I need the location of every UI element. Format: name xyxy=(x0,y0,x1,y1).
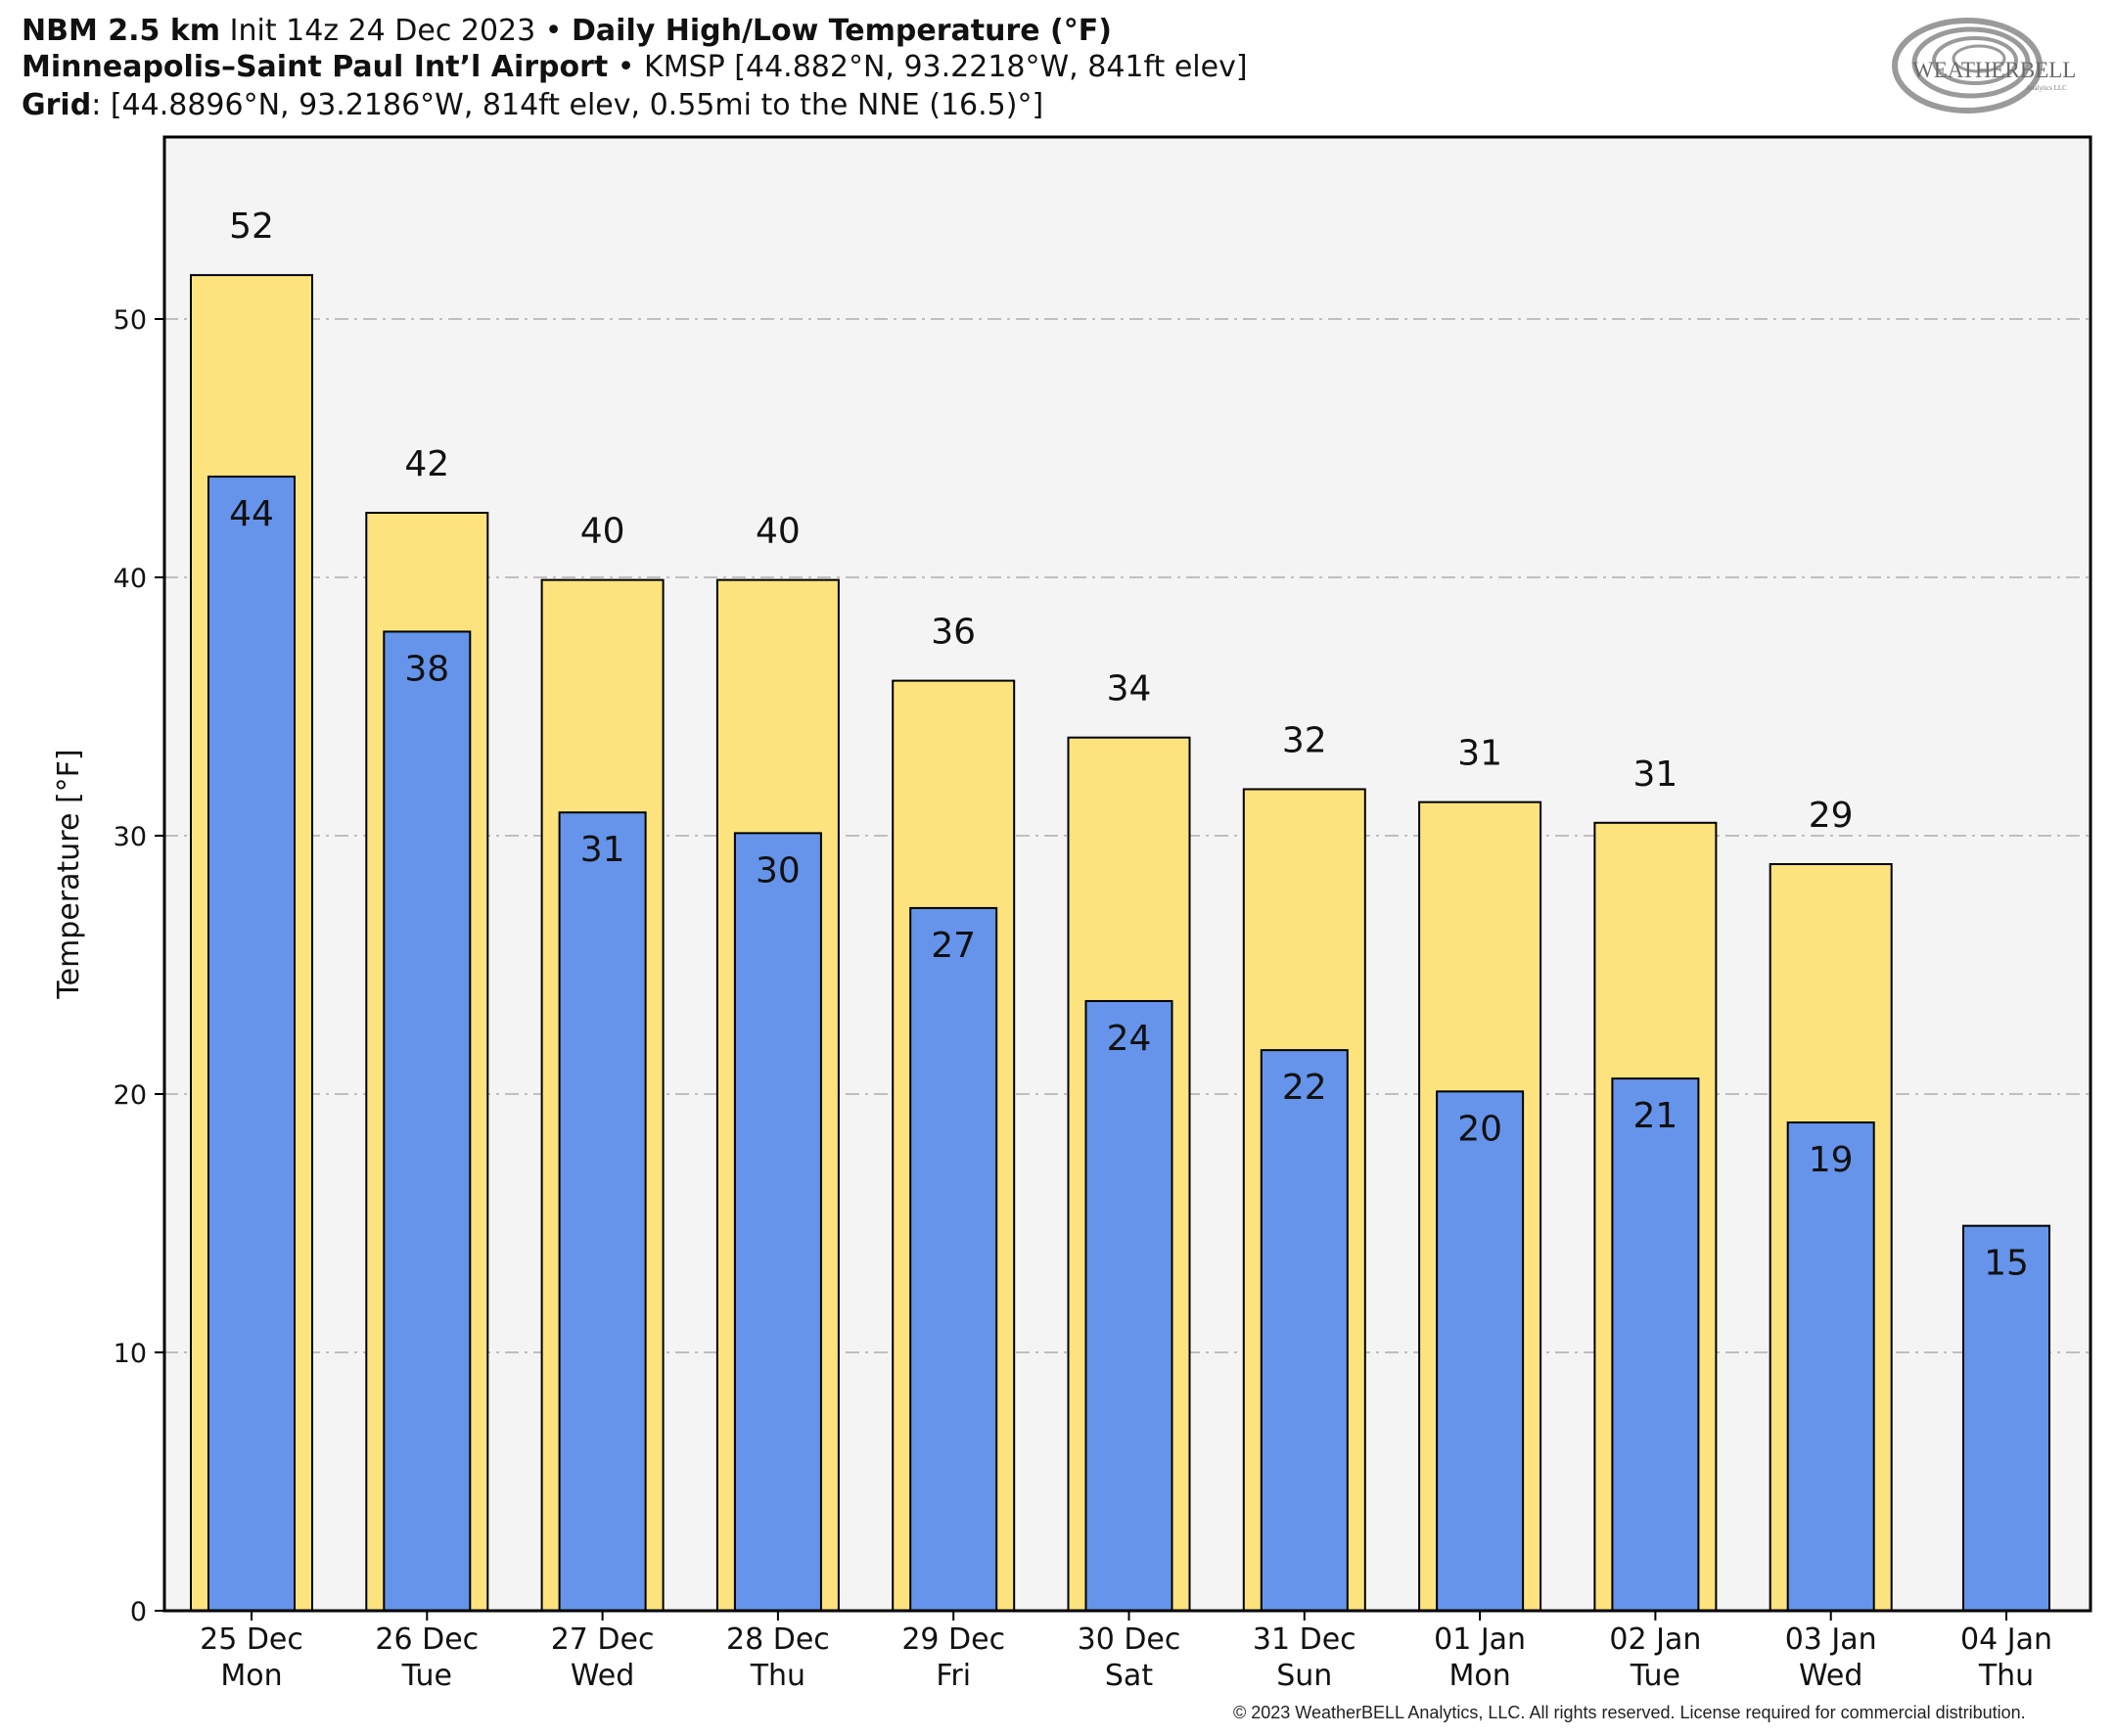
low-bar xyxy=(733,832,822,1612)
x-tick-weekday: Thu xyxy=(750,1659,805,1693)
high-value-label: 40 xyxy=(756,512,801,552)
low-bar xyxy=(1611,1077,1700,1613)
low-value-label: 22 xyxy=(1282,1068,1327,1108)
y-tick-label: 40 xyxy=(114,564,147,594)
x-tick-weekday: Tue xyxy=(1630,1659,1680,1693)
low-bar xyxy=(1786,1121,1875,1613)
x-tick-weekday: Wed xyxy=(1799,1659,1862,1693)
x-tick-date: 30 Dec xyxy=(1078,1622,1181,1657)
y-tick-label: 10 xyxy=(114,1339,147,1369)
bullet: • xyxy=(544,14,563,48)
x-tick-date: 31 Dec xyxy=(1253,1622,1356,1657)
x-tick-date: 29 Dec xyxy=(901,1622,1005,1657)
low-bar xyxy=(909,906,998,1612)
chart-title-line-3: Grid: [44.8896°N, 93.2186°W, 814ft elev,… xyxy=(22,88,1043,123)
low-value-label: 30 xyxy=(756,850,801,891)
x-tick-date: 28 Dec xyxy=(726,1622,830,1657)
low-value-label: 21 xyxy=(1632,1096,1677,1136)
x-tick-date: 02 Jan xyxy=(1609,1622,1701,1657)
high-value-label: 29 xyxy=(1809,796,1854,836)
bullet: • xyxy=(617,50,635,84)
low-bar xyxy=(1260,1049,1349,1612)
x-tick-weekday: Thu xyxy=(1978,1659,2034,1693)
y-axis-ticks: 0 10 20 30 40 50 xyxy=(114,305,164,1627)
low-bar xyxy=(207,476,296,1612)
chart-title-line-2: Minneapolis–Saint Paul Int’l Airport • K… xyxy=(22,50,1248,85)
high-value-label: 52 xyxy=(229,206,274,247)
x-tick-date: 25 Dec xyxy=(200,1622,303,1657)
high-value-label: 32 xyxy=(1282,720,1327,760)
high-value-label: 36 xyxy=(931,613,976,653)
grid-info: : [44.8896°N, 93.2186°W, 814ft elev, 0.5… xyxy=(91,88,1044,122)
logo-text: WEATHERBELL xyxy=(1912,58,2076,82)
grid-label: Grid xyxy=(22,88,92,122)
weatherbell-logo: WEATHERBELL Analytics LLC xyxy=(1892,18,2076,114)
model-name: NBM 2.5 km xyxy=(22,14,221,48)
high-value-label: 31 xyxy=(1632,754,1677,795)
low-value-label: 31 xyxy=(580,830,625,870)
x-tick-weekday: Fri xyxy=(936,1659,971,1693)
y-tick-label: 20 xyxy=(114,1080,147,1111)
x-tick-date: 03 Jan xyxy=(1785,1622,1877,1657)
station-info: KMSP [44.882°N, 93.2218°W, 841ft elev] xyxy=(644,50,1248,84)
x-tick-date: 04 Jan xyxy=(1960,1622,2052,1657)
low-value-label: 15 xyxy=(1984,1244,2029,1284)
plot-frame xyxy=(162,135,2092,1613)
copyright-notice: © 2023 WeatherBELL Analytics, LLC. All r… xyxy=(1233,1703,2026,1722)
y-tick-label: 50 xyxy=(114,305,147,336)
x-tick-weekday: Tue xyxy=(401,1659,452,1693)
high-value-label: 34 xyxy=(1107,669,1152,709)
y-axis-label: Temperature [°F] xyxy=(52,749,86,999)
bars xyxy=(190,274,2050,1613)
chart-title-line-1: NBM 2.5 km Init 14z 24 Dec 2023 • Daily … xyxy=(22,14,1112,49)
x-tick-date: 27 Dec xyxy=(551,1622,655,1657)
x-tick-weekday: Wed xyxy=(571,1659,634,1693)
init-time: Init 14z 24 Dec 2023 xyxy=(229,14,536,48)
logo-subtext: Analytics LLC xyxy=(2026,84,2067,92)
high-value-label: 42 xyxy=(404,444,449,484)
high-value-label: 31 xyxy=(1457,734,1502,774)
low-value-label: 38 xyxy=(404,649,449,689)
low-bar xyxy=(1084,999,1173,1612)
low-value-label: 24 xyxy=(1107,1019,1152,1059)
x-tick-weekday: Mon xyxy=(1448,1659,1510,1693)
x-tick-weekday: Mon xyxy=(220,1659,282,1693)
low-bar xyxy=(383,630,472,1612)
station-name: Minneapolis–Saint Paul Int’l Airport xyxy=(22,50,609,84)
low-value-label: 44 xyxy=(229,494,274,534)
x-tick-weekday: Sun xyxy=(1276,1659,1332,1693)
product-name: Daily High/Low Temperature (°F) xyxy=(572,14,1112,48)
x-tick-weekday: Sat xyxy=(1105,1659,1153,1693)
high-value-label: 40 xyxy=(580,512,625,552)
data-labels: 52 44 42 38 40 31 40 30 36 27 34 24 32 22 31 20 31 21 29 19… xyxy=(229,206,2029,1284)
low-bar xyxy=(1962,1224,2050,1612)
x-tick-date: 01 Jan xyxy=(1434,1622,1526,1657)
x-tick-date: 26 Dec xyxy=(375,1622,479,1657)
y-tick-label: 30 xyxy=(114,822,147,852)
y-tick-label: 0 xyxy=(130,1597,147,1627)
low-value-label: 27 xyxy=(931,926,976,966)
low-value-label: 20 xyxy=(1457,1109,1502,1149)
low-value-label: 19 xyxy=(1809,1140,1854,1180)
low-bar xyxy=(558,811,647,1612)
low-bar xyxy=(1436,1090,1525,1612)
